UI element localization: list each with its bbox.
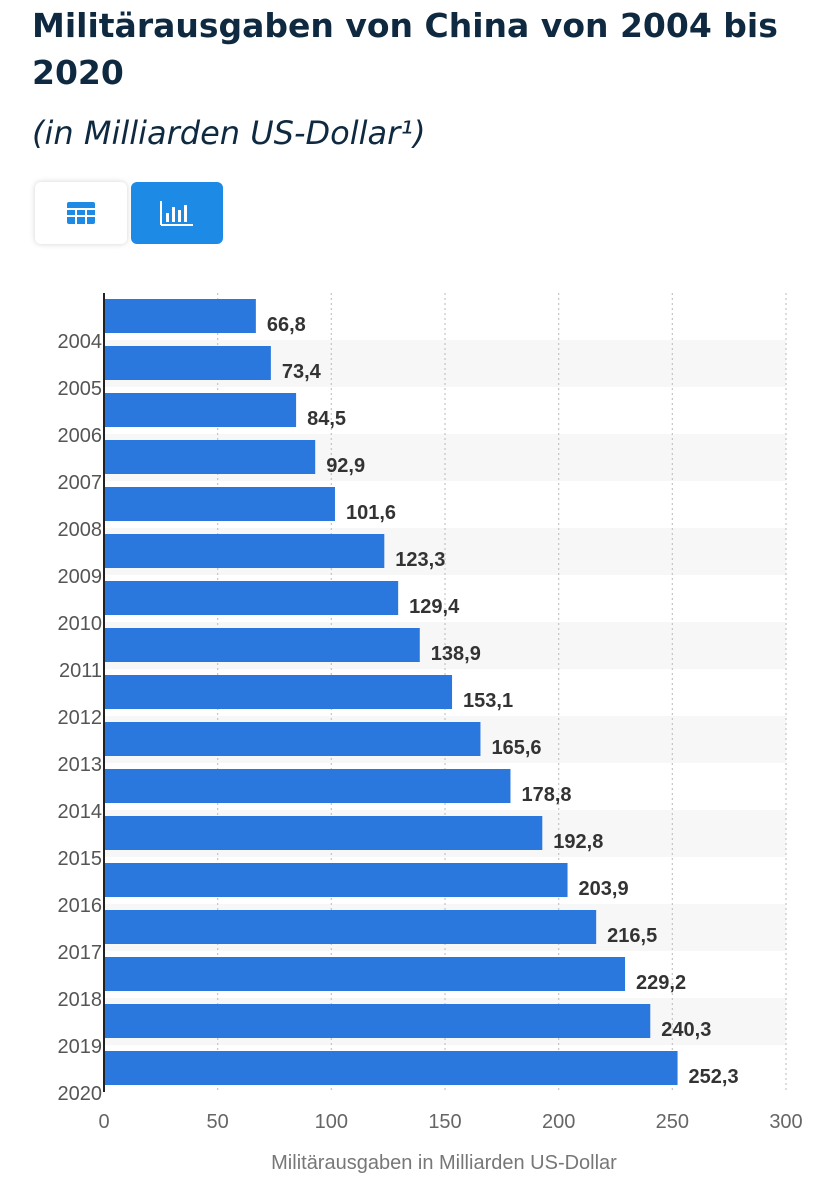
bar-2009 (104, 534, 385, 568)
bar-2015 (104, 816, 543, 850)
value-label: 92,9 (326, 455, 365, 477)
category-label: 2011 (59, 660, 102, 682)
category-label: 2009 (58, 566, 103, 588)
category-label: 2008 (58, 519, 103, 541)
bar-2017 (104, 910, 597, 944)
x-tick-label: 50 (207, 1111, 229, 1133)
value-label: 178,8 (521, 784, 571, 806)
x-tick-label: 300 (769, 1111, 802, 1133)
row-band (104, 340, 786, 387)
bar-2019 (104, 1004, 651, 1038)
category-label: 2018 (58, 989, 103, 1011)
value-label: 123,3 (395, 549, 445, 571)
value-label: 129,4 (409, 596, 460, 618)
row-band (104, 904, 786, 951)
bar-2007 (104, 440, 316, 474)
category-label: 2010 (58, 613, 103, 635)
category-label: 2013 (58, 754, 103, 776)
category-label: 2006 (58, 425, 103, 447)
chart-title: Militärausgaben von China von 2004 bis 2… (32, 6, 778, 92)
value-label: 101,6 (346, 502, 396, 524)
bar-2004 (104, 299, 256, 333)
table-view-button[interactable] (35, 182, 127, 244)
x-tick-label: 200 (542, 1111, 575, 1133)
category-label: 2012 (58, 707, 103, 729)
value-label: 240,3 (661, 1019, 711, 1041)
bar-chart-icon (160, 201, 193, 226)
row-band (104, 998, 786, 1045)
bar-2016 (104, 863, 568, 897)
bar-2010 (104, 581, 399, 615)
category-label: 2020 (58, 1083, 103, 1105)
value-label: 138,9 (431, 643, 481, 665)
category-label: 2019 (58, 1036, 103, 1058)
value-label: 66,8 (267, 314, 306, 336)
bar-2005 (104, 346, 271, 380)
chart-view-button[interactable] (131, 182, 223, 244)
row-band (104, 716, 786, 763)
bar-2011 (104, 628, 420, 662)
value-label: 84,5 (307, 408, 346, 430)
bar-2020 (104, 1051, 678, 1085)
row-band (104, 528, 786, 575)
value-label: 216,5 (607, 925, 657, 947)
category-label: 2005 (58, 378, 103, 400)
bar-2006 (104, 393, 297, 427)
bar-2018 (104, 957, 626, 991)
x-axis-title: Militärausgaben in Milliarden US-Dollar (271, 1152, 617, 1174)
bar-2014 (104, 769, 511, 803)
bar-2012 (104, 675, 453, 709)
category-label: 2016 (58, 895, 103, 917)
x-tick-label: 100 (315, 1111, 348, 1133)
category-label: 2007 (58, 472, 103, 494)
row-band (104, 810, 786, 857)
value-label: 153,1 (463, 690, 513, 712)
value-label: 229,2 (636, 972, 686, 994)
category-label: 2017 (58, 942, 103, 964)
value-label: 252,3 (689, 1066, 739, 1088)
value-label: 192,8 (553, 831, 603, 853)
x-tick-label: 150 (428, 1111, 461, 1133)
chart-subtitle: (in Milliarden US-Dollar¹) (32, 114, 426, 152)
value-label: 203,9 (579, 878, 629, 900)
x-tick-label: 0 (98, 1111, 109, 1133)
value-label: 73,4 (282, 361, 322, 383)
row-band (104, 434, 786, 481)
value-label: 165,6 (491, 737, 541, 759)
category-label: 2004 (58, 331, 103, 353)
category-label: 2014 (58, 801, 103, 823)
category-label: 2015 (58, 848, 103, 870)
x-tick-label: 250 (656, 1111, 689, 1133)
row-band (104, 622, 786, 669)
bar-2013 (104, 722, 481, 756)
table-icon (67, 202, 95, 224)
bar-2008 (104, 487, 335, 521)
